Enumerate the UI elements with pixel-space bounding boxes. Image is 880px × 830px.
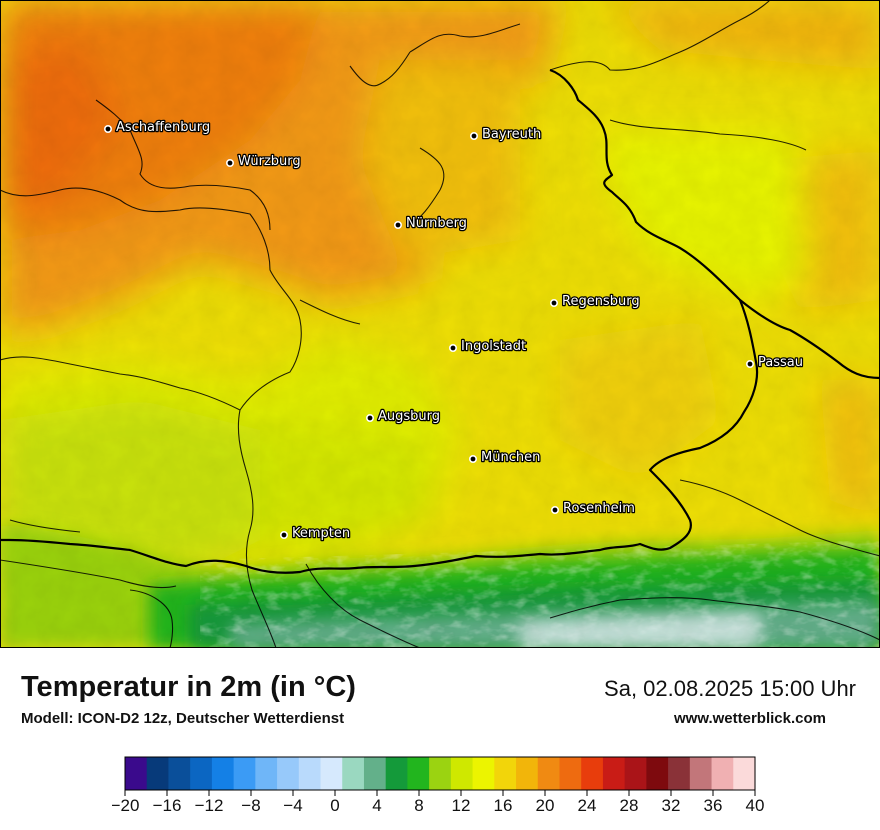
svg-text:München: München (481, 450, 540, 465)
legend-tick-label: 8 (414, 796, 423, 815)
model-source: Modell: ICON-D2 12z, Deutscher Wetterdie… (21, 710, 345, 727)
city-marker[interactable]: Ingolstadt (448, 338, 527, 355)
legend-tick-label: −12 (195, 796, 224, 815)
legend-swatch (581, 757, 604, 790)
legend-swatch (168, 757, 191, 790)
country-border (0, 0, 880, 648)
legend-swatch (494, 757, 517, 790)
legend-tick-label: 36 (704, 796, 723, 815)
svg-text:Kempten: Kempten (292, 526, 350, 541)
legend-swatch (559, 757, 582, 790)
legend-tick-label: 40 (746, 796, 765, 815)
legend-swatch (363, 757, 387, 790)
legend-frame (124, 756, 756, 791)
city-marker[interactable]: Aschaffenburg (104, 119, 211, 136)
legend-tick-label: 20 (536, 796, 555, 815)
legend-swatch (602, 757, 626, 790)
legend-swatch (689, 757, 713, 790)
legend-tick-label: −4 (283, 796, 302, 815)
city-marker[interactable]: Regensburg (549, 293, 641, 310)
svg-text:Augsburg: Augsburg (378, 409, 440, 424)
legend-tick-label: 28 (620, 796, 639, 815)
city-marker[interactable]: Passau (745, 354, 804, 371)
legend-tick-label: −16 (153, 796, 182, 815)
temperature-map: Aschaffenburg Würzburg Bayreuth Nürnberg… (0, 0, 880, 648)
svg-text:Ingolstadt: Ingolstadt (461, 339, 526, 354)
legend-tick-label: 32 (662, 796, 681, 815)
legend-swatch (320, 757, 343, 790)
legend-swatch (298, 757, 322, 790)
legend-tick-label: 24 (578, 796, 597, 815)
legend-swatch (407, 757, 430, 790)
svg-text:Würzburg: Würzburg (238, 154, 301, 169)
legend-swatch (472, 757, 495, 790)
legend-swatch (624, 757, 647, 790)
legend-swatch (146, 757, 170, 790)
forecast-datetime: Sa, 02.08.2025 15:00 Uhr (604, 676, 856, 701)
website-link[interactable]: www.wetterblick.com (674, 710, 826, 727)
city-marker[interactable]: Würzburg (226, 153, 302, 170)
legend-swatches (124, 756, 756, 791)
legend-tick-label: 12 (452, 796, 471, 815)
legend-tick-label: −20 (112, 796, 139, 815)
city-marker[interactable]: Nürnberg (393, 215, 468, 232)
legend-tick-label: −8 (241, 796, 260, 815)
legend-swatch (255, 757, 278, 790)
city-markers: Aschaffenburg Würzburg Bayreuth Nürnberg… (104, 119, 804, 542)
svg-text:Rosenheim: Rosenheim (563, 501, 635, 516)
legend-tick-label: 4 (372, 796, 381, 815)
svg-text:Nürnberg: Nürnberg (406, 216, 467, 231)
city-marker[interactable]: München (468, 449, 542, 466)
legend-swatch (277, 757, 300, 790)
city-marker[interactable]: Kempten (279, 525, 351, 542)
city-marker[interactable]: Bayreuth (469, 126, 543, 143)
legend-tick-label: 0 (330, 796, 339, 815)
color-legend: −20 −16 −12 −8 −4 0 4 8 12 16 20 24 28 32 36 40 (112, 756, 764, 815)
legend-swatch (342, 757, 365, 790)
legend-swatch (668, 757, 691, 790)
legend-swatch (385, 757, 409, 790)
legend-swatch (233, 757, 256, 790)
svg-text:Regensburg: Regensburg (562, 294, 640, 309)
map-title: Temperatur in 2m (in °C) (21, 671, 356, 703)
legend-swatch (537, 757, 561, 790)
svg-text:Bayreuth: Bayreuth (482, 127, 541, 142)
legend-ticks: −20 −16 −12 −8 −4 0 4 8 12 16 20 24 28 32 36 40 (112, 790, 764, 815)
state-border (0, 68, 880, 574)
legend-swatch (450, 757, 474, 790)
legend-swatch (711, 757, 734, 790)
legend-swatch (646, 757, 669, 790)
svg-text:Aschaffenburg: Aschaffenburg (116, 120, 210, 135)
legend-swatch (733, 757, 756, 790)
legend-swatch (190, 757, 213, 790)
svg-text:Passau: Passau (758, 355, 803, 370)
city-marker[interactable]: Rosenheim (550, 500, 636, 517)
legend-tick-label: 16 (494, 796, 513, 815)
legend-swatch (125, 757, 148, 790)
legend-swatch (429, 757, 452, 790)
city-marker[interactable]: Augsburg (365, 408, 441, 425)
legend-swatch (516, 757, 539, 790)
noise-texture (0, 0, 880, 648)
legend-swatch (211, 757, 235, 790)
